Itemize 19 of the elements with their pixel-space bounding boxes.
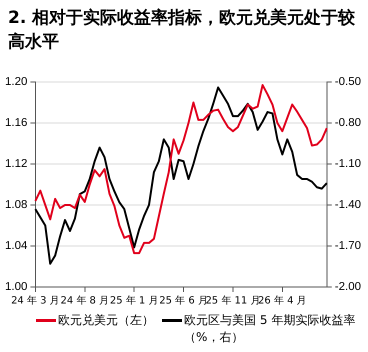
x-tick-label: 24 年 3 月 [11,294,60,307]
x-tick-label: 25 年 1 月 [110,294,158,307]
y-tick-label: 1.04 [4,240,28,252]
x-tick-label: 26 年 4 月 [258,294,307,307]
legend-label: 欧元区与美国 5 年期实际收益率（%，右） [184,312,356,346]
y2-tick-label: -1.40 [334,199,362,212]
y2-tick-label: -2.00 [334,281,362,294]
y2-tick-label: -0.50 [334,76,362,88]
y-tick-label: 1.08 [4,199,28,212]
chart-title: 2. 相对于实际收益率指标，欧元兑美元处于较高水平 [8,7,356,54]
y2-tick-label: -0.80 [334,117,362,130]
y-tick-label: 1.12 [4,158,28,170]
y2-tick-label: -1.70 [334,240,362,252]
y-tick-label: 1.20 [4,76,28,88]
x-tick-label: 24 年 8 月 [60,294,110,307]
legend-label: 欧元兑美元（左） [58,312,154,329]
y-tick-label: 1.00 [4,281,28,294]
y2-tick-label: -1.10 [334,158,362,170]
y-tick-label: 1.16 [4,117,28,130]
